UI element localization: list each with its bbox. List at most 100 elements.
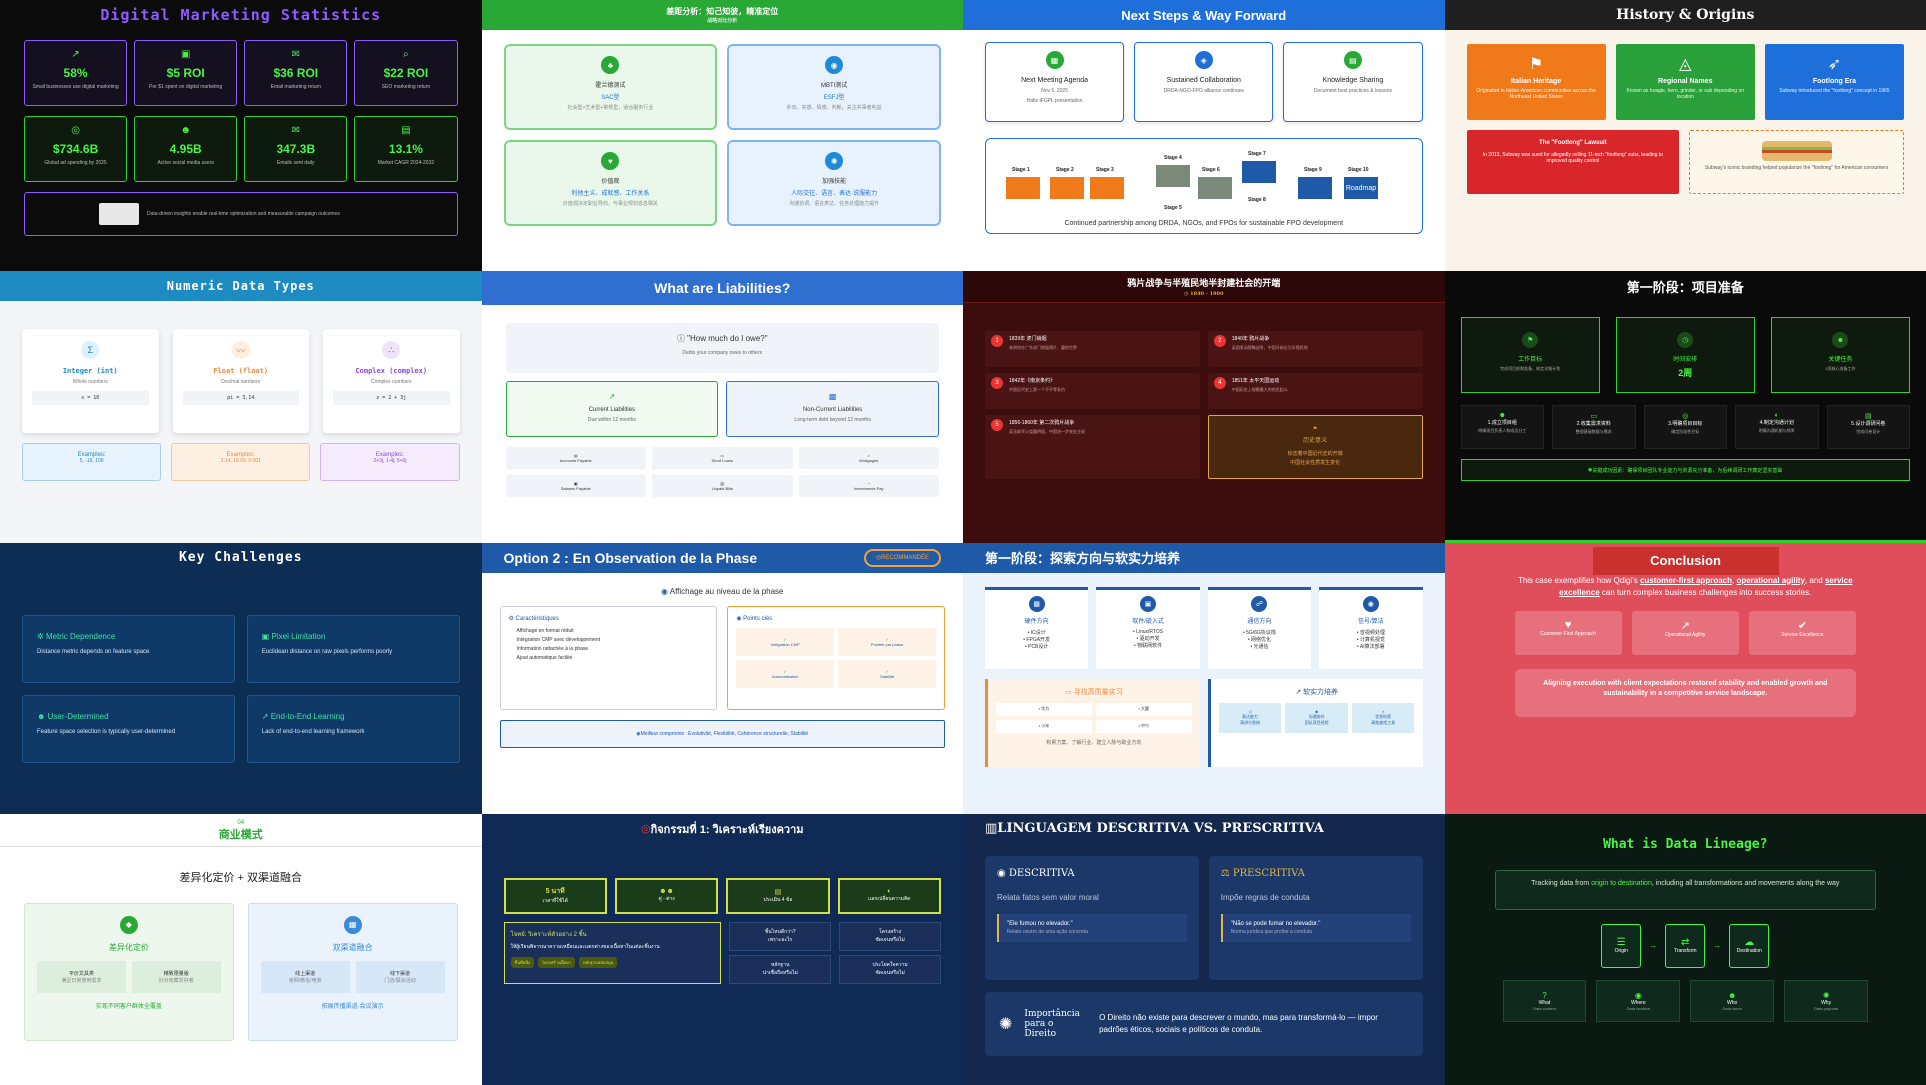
number-badge: 5 bbox=[991, 419, 1003, 432]
card-icon: ▭ bbox=[720, 453, 725, 459]
stage-label: Stage 5 bbox=[1164, 205, 1182, 211]
stat-value: 347.3B bbox=[276, 142, 316, 156]
bill-icon: ▥ bbox=[720, 481, 725, 487]
tile-conclusion[interactable]: Conclusion This case exemplifies how Qdi… bbox=[1444, 542, 1926, 814]
trend-icon: ↗ bbox=[1295, 688, 1304, 696]
insight-banner: Data-driven insights enable real-time op… bbox=[24, 192, 458, 236]
question-icon: ⓘ bbox=[676, 334, 688, 344]
value-cards: ♥ Customer-First Approach ↗ Operational Ag… bbox=[1445, 599, 1926, 655]
timeline-caption: Continued partnership among DRDA, NGOs, … bbox=[1064, 220, 1344, 227]
value-label: Operational Agility bbox=[1665, 631, 1706, 638]
tile-option-2[interactable]: Option 2 : En Observation de la Phase ◎ … bbox=[481, 542, 964, 814]
tile-title: 商业模式 bbox=[218, 828, 263, 841]
users-icon: ☻ bbox=[1498, 412, 1506, 420]
search-icon: ⌕ bbox=[1382, 709, 1385, 714]
tile-title: History & Origins bbox=[1444, 0, 1926, 30]
question-text: "How much do I owe?" bbox=[687, 334, 768, 344]
keyword: origin to destination bbox=[1591, 879, 1652, 887]
stage-label: Stage 6 bbox=[1202, 167, 1220, 173]
step-title: 1.成立项目组 bbox=[1487, 420, 1517, 427]
check-icon: ✓ bbox=[783, 636, 787, 642]
w-title: Who bbox=[1727, 999, 1738, 1006]
stat-label: SEO marketing return bbox=[381, 84, 431, 90]
skill-desc: 团队项目经验 bbox=[1304, 720, 1329, 725]
keyword-link[interactable]: service excellence bbox=[1559, 575, 1853, 597]
direction-card: ◉ 信号/算法 • 音视频处理 • 计算机视觉 • AI算法部署 bbox=[1319, 586, 1423, 669]
challenge-title: Metric Dependence bbox=[45, 631, 116, 641]
tile-next-steps[interactable]: Next Steps & Way Forward ▦ Next Meeting A… bbox=[963, 0, 1445, 272]
tile-key-challenges[interactable]: Key Challenges ✲ Metric Dependence Distan… bbox=[0, 542, 482, 814]
keyword-link[interactable]: customer-first approach bbox=[1639, 575, 1732, 585]
type-card: Σ Integer (int) Whole numbers x = 10 bbox=[22, 329, 159, 434]
event-title: 1842年《南京条约》 bbox=[1009, 378, 1056, 385]
lightbulb-icon: ✺ bbox=[999, 1015, 1013, 1033]
chart-icon: ▤ bbox=[401, 125, 411, 136]
type-desc: Decimal numbers bbox=[221, 379, 261, 386]
step-box: ▦ Next Meeting Agenda Nov 5, 2025 Hafiz-iFG… bbox=[985, 42, 1125, 122]
tile-history[interactable]: History & Origins ⚑ Italian Heritage Origi… bbox=[1444, 0, 1926, 272]
tile-data-lineage[interactable]: What is Data Lineage? Tracking data from… bbox=[1444, 813, 1926, 1085]
importance-label: Importância para o Direito bbox=[1024, 1008, 1081, 1039]
list-item: • 驱动开发 bbox=[1136, 635, 1160, 642]
tile-business-model[interactable]: 04 商业模式 差异化定价 + 双渠道融合 ◆ 差异化定价 平价文具类 满足日常使… bbox=[0, 813, 482, 1085]
company-item: • 大疆 bbox=[1095, 702, 1192, 716]
tile-project-prep[interactable]: 第一阶段：项目准备 ⚑ 工作目标 完成项目前期准备，制定详细计划 ◷ 时间安排 2周 ☻… bbox=[1444, 271, 1926, 543]
tile-title: Numeric Data Types bbox=[0, 271, 482, 302]
item-label: Short Loans bbox=[711, 458, 734, 464]
trend-icon: ↗ bbox=[261, 711, 271, 721]
tile-title: 第一阶段：项目准备 bbox=[1626, 279, 1744, 295]
direction-card: ☍ 通信方向 • 5G/6G协议栈 • 网络优化 • 光通信 bbox=[1207, 586, 1312, 669]
w-card: ? What Data content bbox=[1502, 979, 1587, 1022]
challenge-desc: Feature space selection is typically use… bbox=[37, 728, 176, 735]
roadmap-block: Roadmap bbox=[1344, 177, 1378, 199]
tile-explore-direction[interactable]: 第一阶段：探索方向与软实力培养 ▦ 硬件方向 • IC设计 • FPGA开发 • PCB… bbox=[963, 542, 1445, 814]
example-heading: Examples: bbox=[226, 452, 255, 459]
value-label: Customer-First Approach bbox=[1540, 630, 1596, 637]
card-title: PRESCRITIVA bbox=[1232, 867, 1305, 879]
prescriptive-card: ⚖ PRESCRITIVA Impõe regras de conduta "N… bbox=[1208, 855, 1423, 980]
w-title: What bbox=[1538, 999, 1551, 1006]
value-card: ♥ Customer-First Approach bbox=[1514, 610, 1622, 655]
w-desc: Data content bbox=[1533, 1005, 1556, 1011]
tile-gap-analysis[interactable]: 差距分析：知己知彼，精准定位 战略对比分析 ♣ 霍兰德测试 SAC型 社会型+艺术型+… bbox=[481, 0, 963, 272]
value-card: ✔ Service Excellence bbox=[1748, 610, 1857, 655]
liability-item: ◔ Investments Pay bbox=[798, 475, 939, 498]
tile-numeric-types[interactable]: Numeric Data Types Σ Integer (int) Whole n… bbox=[0, 271, 482, 543]
tile-liabilities[interactable]: What are Liabilities? ⓘ "How much do I o… bbox=[481, 271, 963, 543]
characteristics-panel: ⚙ Caractéristiques Affichage en format r… bbox=[499, 605, 718, 710]
keyword-link[interactable]: operational agility bbox=[1736, 575, 1805, 585]
tile-subtitle: 差异化定价 + 双渠道融合 bbox=[179, 871, 303, 884]
card-desc: 5项核心准备工作 bbox=[1825, 366, 1856, 372]
stat-card: ◎ $734.6B Global ad spending by 2025 bbox=[24, 116, 128, 182]
question-sub: Debts your company owes to others bbox=[682, 350, 763, 357]
tile-header: 鸦片战争与半殖民地半封建社会的开端 ◷ 1840 - 1900 bbox=[963, 271, 1445, 304]
event-desc: 英国发动侵略战争，中国开始沦为半殖民地 bbox=[1231, 345, 1308, 351]
option-item: 精致限量版 针对收藏爱好者 bbox=[131, 960, 221, 993]
tile-title: Key Challenges bbox=[178, 550, 303, 565]
type-example: z = 2 + 3j bbox=[333, 391, 450, 406]
check-icon: ✓ bbox=[783, 668, 787, 674]
tile-digital-marketing[interactable]: Digital Marketing Statistics ↗ 58% Small b… bbox=[0, 0, 482, 272]
tile-opium-war[interactable]: 鸦片战争与半殖民地半封建社会的开端 ◷ 1840 - 1900 1 1839年 虎门… bbox=[963, 271, 1445, 543]
box-desc: Document best practices & lessons bbox=[1313, 88, 1392, 94]
tile-thai-activity[interactable]: ◎ กิจกรรมที่ 1: วิเคราะห์เรียงความ 5 นาท… bbox=[481, 813, 964, 1085]
card-title: 信号/算法 bbox=[1357, 618, 1384, 625]
quote-box: "Não se pode fumar no elevador." Norma ju… bbox=[1220, 913, 1411, 943]
option-title: 线下渠道 bbox=[390, 970, 411, 977]
model-cards: ◆ 差异化定价 平价文具类 满足日常使用需求 精致限量版 针对收藏爱好者 实现不同客… bbox=[0, 885, 482, 1041]
example-box: Examples: 3.14, 19.99, 0.001 bbox=[171, 443, 311, 482]
question-title: โครงสร้าง bbox=[878, 929, 902, 936]
tile-linguagem[interactable]: ▥ LINGUAGEM DESCRITIVA VS. PRESCRITIVA ◉… bbox=[963, 813, 1445, 1085]
lawsuit-card: The "Footlong" Lawsuit In 2013, Subway wa… bbox=[1466, 130, 1680, 194]
skill-title: 沟通协作 bbox=[1308, 714, 1325, 719]
pair-icon: ☻☻ bbox=[659, 888, 674, 896]
option-details: ⚙ Caractéristiques Affichage en format r… bbox=[482, 596, 964, 710]
clock-icon: ◷ bbox=[1677, 332, 1694, 349]
check-icon: ◎ bbox=[875, 555, 881, 561]
map-icon: ◬ bbox=[1679, 56, 1692, 73]
number-badge: 2 bbox=[1213, 335, 1226, 348]
point-item: ✓ Automatisation bbox=[736, 659, 835, 688]
event-card: 1 1839年 虎门销烟 林则徐在广东虎门销毁鸦片，震惊世界 bbox=[985, 331, 1200, 368]
box-desc: Hafiz-iFGPL presentation bbox=[1026, 98, 1083, 104]
activity-stats: 5 นาที เวลาที่ใช้ได้ ☻☻ คู่ - ต่าง ▤ ประเมิ… bbox=[482, 844, 964, 914]
